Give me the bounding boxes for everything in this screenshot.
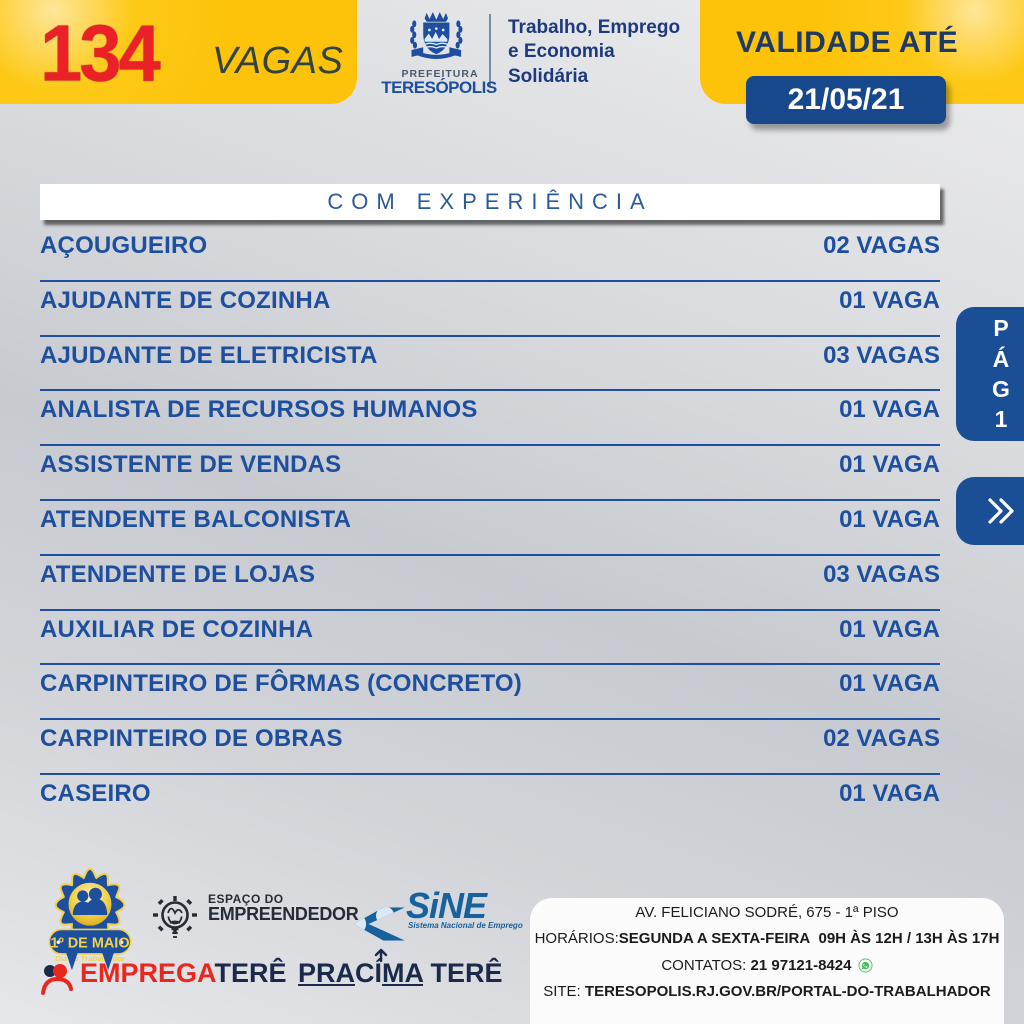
svg-text:1º DE MAIO: 1º DE MAIO — [50, 936, 129, 952]
